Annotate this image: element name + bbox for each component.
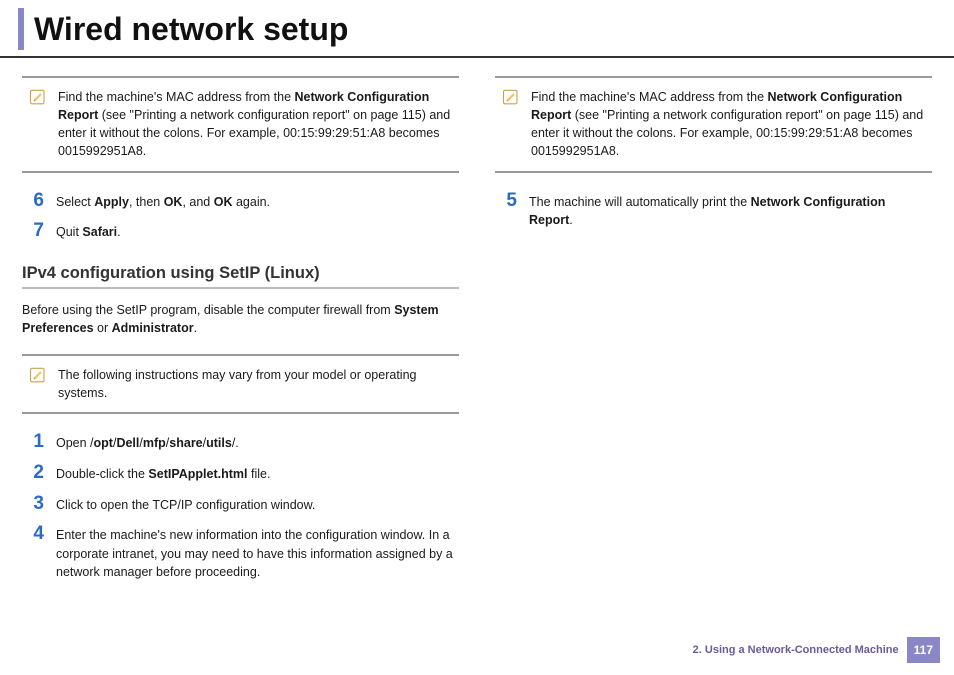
bold: Apply [94,195,129,209]
left-column: Find the machine's MAC address from the … [22,76,459,591]
step-number: 4 [22,524,44,580]
step-6: 6 Select Apply, then OK, and OK again. [22,191,459,212]
text: , and [182,195,213,209]
right-column: Find the machine's MAC address from the … [495,76,932,591]
step-4: 4 Enter the machine's new information in… [22,524,459,580]
text: Select [56,195,94,209]
bold: Safari [82,225,117,239]
step-text: Enter the machine's new information into… [56,524,459,580]
text: (see "Printing a network configuration r… [58,108,450,158]
accent-bar [18,8,24,50]
note-pencil-icon [28,366,48,384]
step-number: 2 [22,463,44,484]
section-subhead: IPv4 configuration using SetIP (Linux) [22,264,459,283]
step-2: 2 Double-click the SetIPApplet.html file… [22,463,459,484]
step-text: Select Apply, then OK, and OK again. [56,191,459,212]
note-box-mac-address: Find the machine's MAC address from the … [22,76,459,173]
text: . [117,225,120,239]
text: Before using the SetIP program, disable … [22,303,394,317]
bold: mfp [143,436,166,450]
step-number: 5 [495,191,517,229]
page-header: Wired network setup [0,0,954,58]
intro-paragraph: Before using the SetIP program, disable … [22,301,459,337]
note-pencil-icon [501,88,521,106]
text: (see "Printing a network configuration r… [531,108,923,158]
text: Quit [56,225,82,239]
text: file. [248,467,271,481]
chapter-label: 2. Using a Network-Connected Machine [693,644,899,656]
step-text: Open /opt/Dell/mfp/share/utils/. [56,432,459,453]
note-text: The following instructions may vary from… [58,366,453,402]
step-3: 3 Click to open the TCP/IP configuration… [22,494,459,515]
note-text: Find the machine's MAC address from the … [58,88,453,161]
step-7: 7 Quit Safari. [22,221,459,242]
step-number: 1 [22,432,44,453]
bold: share [169,436,202,450]
bold: Dell [116,436,139,450]
step-number: 7 [22,221,44,242]
note-box-instructions-vary: The following instructions may vary from… [22,354,459,414]
step-text: Quit Safari. [56,221,459,242]
note-box-mac-address: Find the machine's MAC address from the … [495,76,932,173]
bold: OK [164,195,183,209]
text: , then [129,195,164,209]
step-text: Click to open the TCP/IP configuration w… [56,494,459,515]
text: The machine will automatically print the [529,195,751,209]
text: Find the machine's MAC address from the [58,90,295,104]
text: /. [232,436,239,450]
note-pencil-icon [28,88,48,106]
step-text: The machine will automatically print the… [529,191,932,229]
bold: Administrator [112,321,194,335]
page-title: Wired network setup [34,11,348,48]
step-number: 3 [22,494,44,515]
note-text: Find the machine's MAC address from the … [531,88,926,161]
content-columns: Find the machine's MAC address from the … [0,58,954,591]
text: . [194,321,197,335]
page-footer: 2. Using a Network-Connected Machine 117 [693,637,940,663]
bold: opt [94,436,113,450]
bold: utils [206,436,232,450]
text: . [569,213,572,227]
text: Double-click the [56,467,148,481]
text: again. [232,195,270,209]
step-number: 6 [22,191,44,212]
subhead-rule [22,287,459,289]
text: or [94,321,112,335]
step-1: 1 Open /opt/Dell/mfp/share/utils/. [22,432,459,453]
text: Open / [56,436,94,450]
bold: SetIPApplet.html [148,467,247,481]
step-5: 5 The machine will automatically print t… [495,191,932,229]
text: Find the machine's MAC address from the [531,90,768,104]
step-text: Double-click the SetIPApplet.html file. [56,463,459,484]
bold: OK [214,195,233,209]
page-number: 117 [907,637,940,663]
